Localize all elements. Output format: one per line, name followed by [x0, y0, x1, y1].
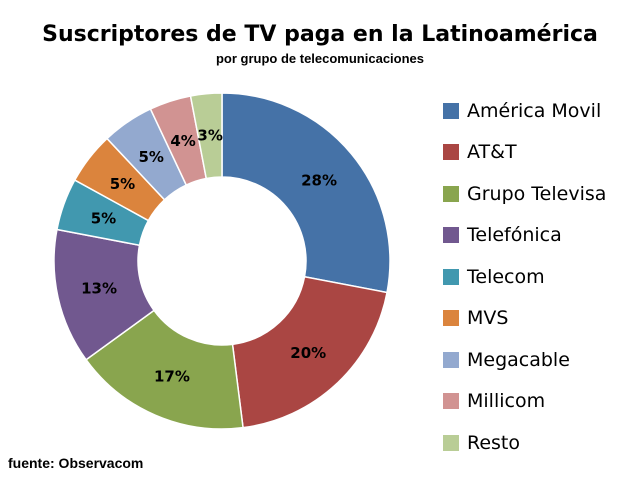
slice-resto [189, 92, 223, 180]
legend-item-megacable: Megacable [443, 339, 606, 381]
legend-swatch [443, 185, 459, 202]
legend-item-millicom: Millicom [443, 381, 606, 423]
legend-label: Resto [467, 431, 521, 454]
slice-at-t [231, 275, 388, 429]
legend-item-telefonica: Telefónica [443, 215, 606, 257]
legend-label: MVS [467, 307, 509, 330]
slice-america-movil [221, 92, 391, 294]
legend-label: Telefónica [467, 224, 562, 247]
legend-swatch [443, 268, 459, 285]
source-note: fuente: Observacom [8, 455, 144, 471]
legend-item-at-t: AT&T [443, 132, 606, 174]
legend-label: Grupo Televisa [467, 182, 607, 205]
slice-label-america-movil: 28% [301, 172, 337, 190]
slice-label-resto: 3% [197, 127, 222, 145]
legend-item-resto: Resto [443, 422, 606, 464]
slice-label-at-t: 20% [290, 344, 326, 362]
legend-swatch [443, 144, 459, 161]
chart-title: Suscriptores de TV paga en la Latinoamér… [42, 22, 598, 47]
chart-subtitle: por grupo de telecomunicaciones [215, 51, 425, 66]
slice-grupo-televisa [85, 309, 244, 430]
legend-label: América Movil [467, 99, 602, 122]
legend-item-telecom: Telecom [443, 256, 606, 298]
slice-label-telefonica: 13% [81, 279, 117, 297]
legend-label: AT&T [467, 141, 517, 164]
slice-label-telecom: 5% [91, 209, 116, 227]
legend-label: Millicom [467, 390, 546, 413]
slice-label-megacable: 5% [138, 148, 163, 166]
legend-swatch [443, 351, 459, 368]
legend-label: Telecom [467, 265, 545, 288]
legend-swatch [443, 227, 459, 244]
legend-swatch [443, 393, 459, 410]
legend-item-mvs: MVS [443, 298, 606, 340]
legend-item-grupo-televisa: Grupo Televisa [443, 173, 606, 215]
legend-item-america-movil: América Movil [443, 90, 606, 132]
legend-swatch [443, 434, 459, 451]
slice-label-millicom: 4% [170, 132, 195, 150]
chart-legend: América Movil AT&T Grupo Televisa Telefónic… [443, 90, 606, 464]
slice-label-mvs: 5% [110, 175, 135, 193]
legend-swatch [443, 310, 459, 327]
legend-swatch [443, 102, 459, 119]
legend-label: Megacable [467, 348, 570, 371]
slice-label-grupo-televisa: 17% [154, 368, 190, 386]
